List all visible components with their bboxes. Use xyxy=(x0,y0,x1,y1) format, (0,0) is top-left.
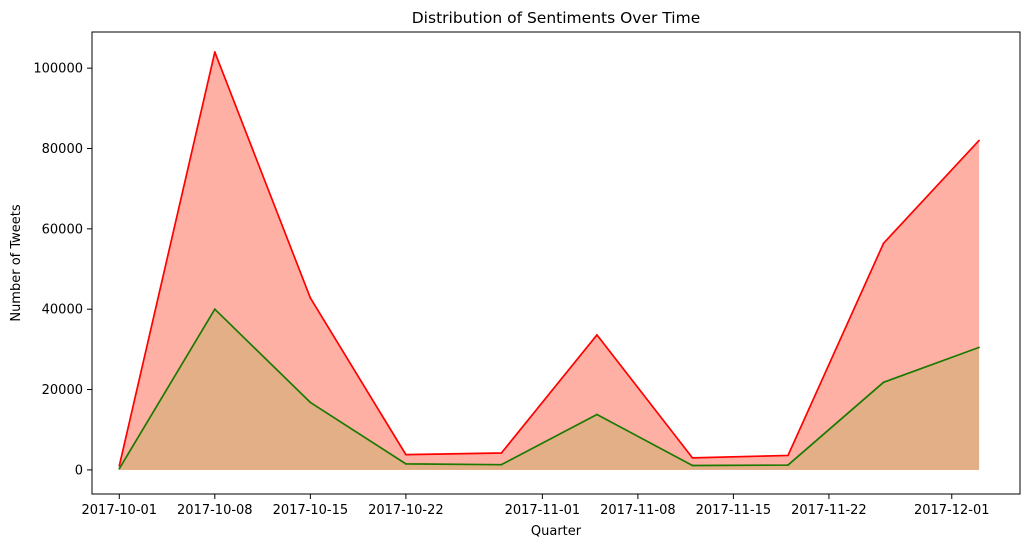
y-axis-label: Number of Tweets xyxy=(9,204,24,322)
y-tick-label: 40000 xyxy=(42,303,83,318)
series-2-point xyxy=(787,464,789,466)
series-2-point xyxy=(500,463,503,466)
x-axis-label: Quarter xyxy=(531,524,582,539)
series-1-point xyxy=(596,334,598,336)
series-2-point xyxy=(118,467,121,470)
series-2-point xyxy=(213,308,216,311)
y-tick-label: 100000 xyxy=(33,62,83,77)
x-tick-label: 2017-11-08 xyxy=(600,503,676,518)
series-2-point xyxy=(978,346,980,349)
x-tick-label: 2017-11-22 xyxy=(791,503,867,518)
series-2-point xyxy=(691,464,694,467)
x-tick-label: 2017-11-01 xyxy=(505,503,581,518)
y-tick-label: 20000 xyxy=(42,383,83,398)
plot-frame xyxy=(91,31,1021,495)
series-1-point xyxy=(882,242,885,245)
x-tick-label: 2017-11-15 xyxy=(696,503,772,518)
x-tick-label: 2017-10-15 xyxy=(273,503,349,518)
series-lines xyxy=(118,51,980,470)
series-2-point xyxy=(596,413,598,416)
x-tick-label: 2017-10-01 xyxy=(82,503,158,518)
x-tick-label: 2017-10-08 xyxy=(177,503,253,518)
series-2-area xyxy=(119,309,980,470)
y-tick-label: 80000 xyxy=(42,142,83,157)
y-axis-ticks: 0 20000 40000 60000 80000 100000 xyxy=(33,62,92,478)
series-1-area xyxy=(119,52,980,470)
series-1-point xyxy=(787,454,789,457)
series-1-point xyxy=(309,297,312,299)
series-2-point xyxy=(404,462,407,465)
series-1-point xyxy=(978,139,980,142)
y-tick-label: 60000 xyxy=(42,222,83,237)
series-1-point xyxy=(404,453,407,456)
x-axis-ticks: 2017-10-01 2017-10-08 2017-10-15 2017-10-22… xyxy=(82,494,990,518)
y-tick-label: 0 xyxy=(75,463,83,478)
series-1-point xyxy=(500,452,503,454)
area-fills xyxy=(119,52,980,470)
series-2-line xyxy=(118,308,980,470)
series-1-point xyxy=(691,456,694,459)
x-tick-label: 2017-12-01 xyxy=(914,503,990,518)
chart-title: Distribution of Sentiments Over Time xyxy=(412,9,700,27)
x-tick-label: 2017-10-22 xyxy=(368,503,444,518)
series-1-line xyxy=(118,51,980,467)
series-1-point xyxy=(213,51,216,53)
series-2-point xyxy=(882,381,885,384)
series-2-point xyxy=(309,401,312,404)
